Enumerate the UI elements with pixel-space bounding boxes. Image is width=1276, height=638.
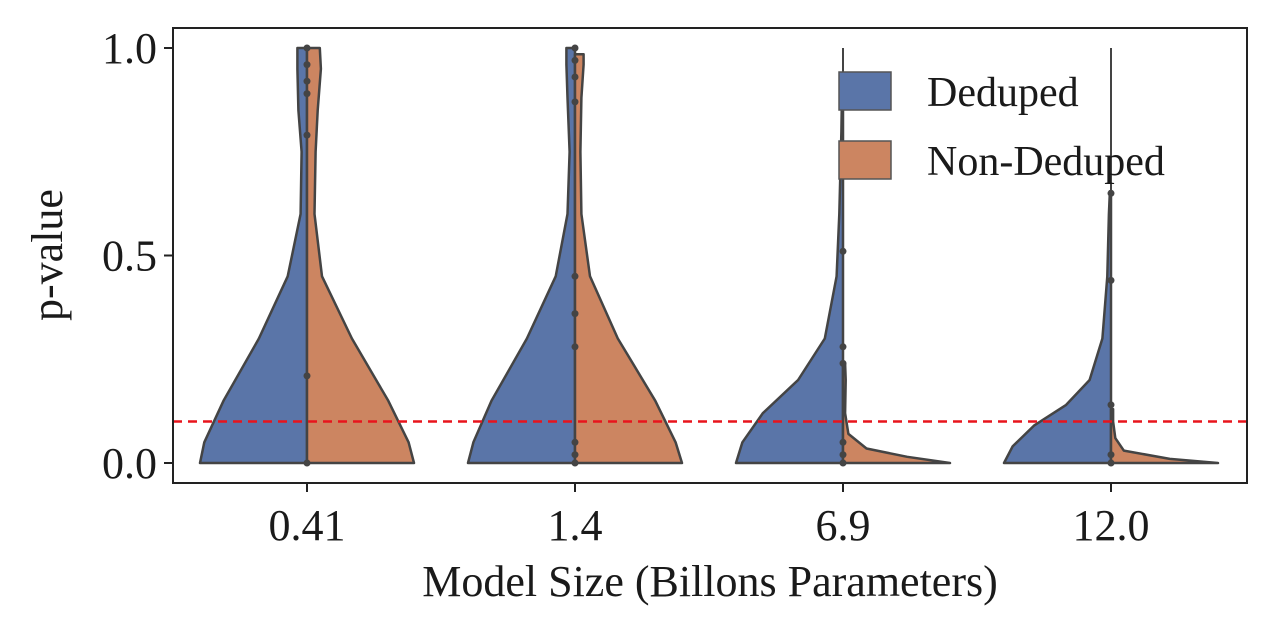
x-tick-label: 12.0 xyxy=(1073,501,1150,550)
x-tick-label: 0.41 xyxy=(269,501,346,550)
data-point-deduped-0-5 xyxy=(303,61,311,69)
violin-deduped-1_4 xyxy=(466,46,577,465)
data-point-deduped-2-4 xyxy=(839,343,847,351)
y-tick-label: 0.5 xyxy=(102,232,157,281)
x-tick-label: 6.9 xyxy=(816,501,871,550)
legend: Deduped Non-Deduped xyxy=(838,70,1165,185)
x-axis-label: Model Size (Billons Parameters) xyxy=(422,557,998,606)
data-point-deduped-2-5 xyxy=(839,247,847,255)
data-point-deduped-2-1 xyxy=(839,451,847,459)
data-point-deduped-3-2 xyxy=(1107,401,1115,409)
data-point-deduped-3-0 xyxy=(1107,459,1115,467)
data-points-layer xyxy=(303,44,1115,467)
data-point-deduped-2-2 xyxy=(839,438,847,446)
y-tick-label: 1.0 xyxy=(102,24,157,73)
x-axis: 0.41 1.4 6.9 12.0 xyxy=(269,483,1150,550)
data-point-deduped-3-4 xyxy=(1107,189,1115,197)
data-point-deduped-3-3 xyxy=(1107,276,1115,284)
data-point-deduped-1-7 xyxy=(571,73,579,81)
violin-non-deduped-1_4 xyxy=(573,52,684,465)
y-axis-label: p-value xyxy=(23,189,72,321)
data-point-deduped-2-3 xyxy=(839,359,847,367)
data-point-deduped-1-2 xyxy=(571,438,579,446)
legend-label-deduped: Deduped xyxy=(927,70,1079,116)
data-point-deduped-3-1 xyxy=(1107,451,1115,459)
data-point-deduped-1-3 xyxy=(571,343,579,351)
data-point-deduped-1-4 xyxy=(571,310,579,318)
legend-label-non-deduped: Non-Deduped xyxy=(927,139,1165,185)
data-point-deduped-1-6 xyxy=(571,98,579,106)
data-point-deduped-1-0 xyxy=(571,459,579,467)
y-tick-label: 0.0 xyxy=(102,439,157,488)
data-point-deduped-0-6 xyxy=(303,44,311,52)
data-point-deduped-1-1 xyxy=(571,451,579,459)
data-point-deduped-1-5 xyxy=(571,272,579,280)
violin-non-deduped-12_0 xyxy=(1109,407,1220,465)
x-tick-label: 1.4 xyxy=(548,501,603,550)
violin-non-deduped-0_41 xyxy=(305,46,416,465)
legend-swatch-non-deduped xyxy=(838,140,892,180)
data-point-deduped-0-1 xyxy=(303,372,311,380)
data-point-deduped-1-8 xyxy=(571,56,579,64)
data-point-deduped-0-4 xyxy=(303,77,311,85)
data-point-deduped-0-0 xyxy=(303,459,311,467)
data-point-deduped-0-3 xyxy=(303,90,311,98)
data-point-deduped-0-2 xyxy=(303,131,311,139)
violin-deduped-6_9 xyxy=(734,96,845,465)
data-point-deduped-2-0 xyxy=(839,459,847,467)
violin-non-deduped-6_9 xyxy=(841,362,952,465)
violin-deduped-0_41 xyxy=(198,46,309,465)
y-axis: 0.0 0.5 1.0 xyxy=(102,24,173,488)
legend-swatch-deduped xyxy=(838,71,892,111)
data-point-deduped-1-9 xyxy=(571,44,579,52)
